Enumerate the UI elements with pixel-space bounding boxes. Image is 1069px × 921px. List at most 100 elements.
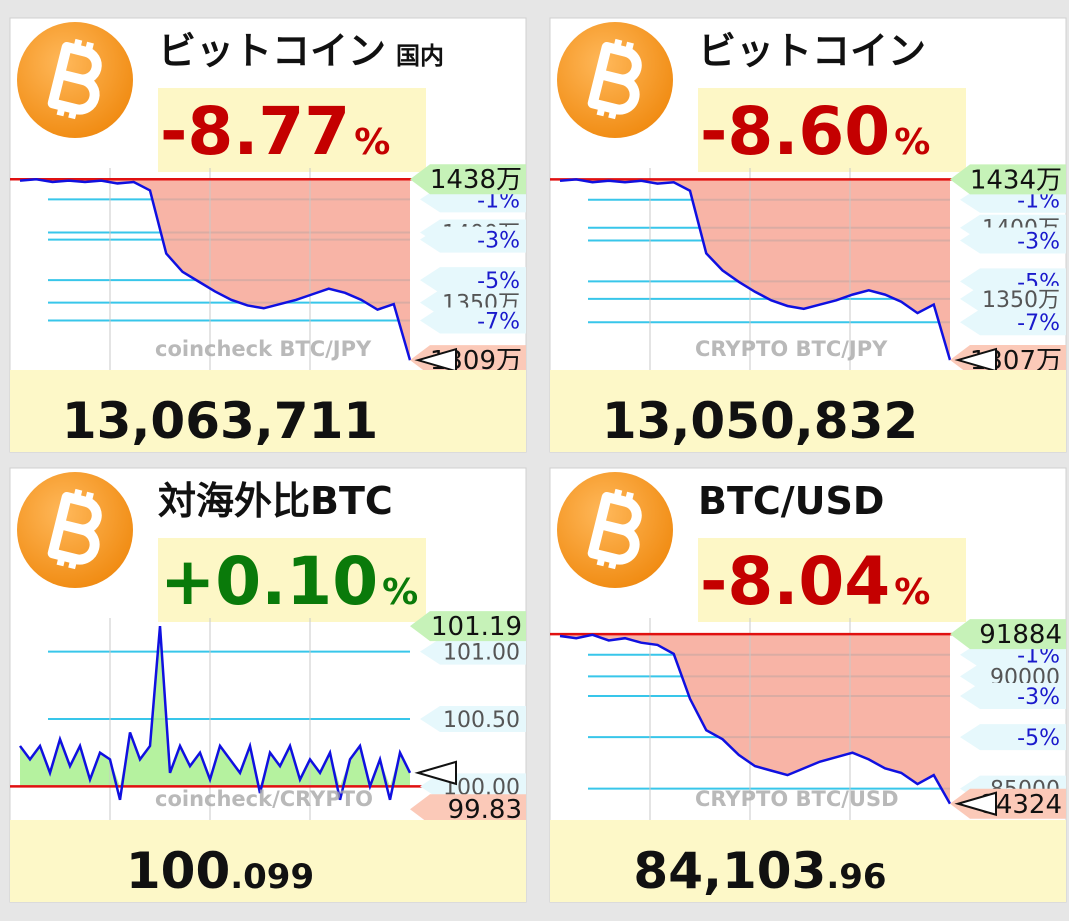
price-main: 13,050,832: [602, 392, 918, 450]
high-label: 1434万: [970, 165, 1062, 195]
watermark: coincheck/CRYPTO: [155, 787, 373, 811]
watermark: coincheck BTC/JPY: [155, 337, 372, 361]
title-main: 対海外比BTC: [158, 479, 393, 523]
low-tag: [410, 345, 526, 376]
high-tag: [950, 619, 1066, 650]
tick-label: 1350万: [982, 288, 1060, 313]
ticker-title: 対海外比BTC: [158, 479, 393, 523]
high-tag: [950, 164, 1066, 195]
change-value: -8.60%: [700, 93, 930, 170]
watermark: CRYPTO BTC/JPY: [695, 337, 888, 361]
watermark: CRYPTO BTC/USD: [695, 787, 899, 811]
current-marker: [414, 347, 457, 373]
price-bar: [10, 370, 526, 452]
change-number: -8.60: [700, 93, 890, 170]
tick-label: -3%: [477, 229, 520, 254]
tick-tag: [420, 638, 526, 665]
tick-label: 101.00: [443, 641, 520, 666]
change-value: -8.04%: [700, 543, 930, 620]
change-unit: %: [354, 122, 390, 163]
coin-b: [587, 42, 642, 115]
tick-tag: [960, 309, 1066, 336]
ticker-title: BTC/USD: [698, 479, 884, 523]
change-box: [158, 538, 426, 622]
change-number: +0.10: [160, 543, 378, 620]
ticker-panel: BTC/USD-8.04 %CRYPTO BTC/USD-1%90000-3%-5…: [549, 467, 1067, 903]
high-label: 91884: [979, 620, 1062, 650]
ticker-title: ビットコイン 国内: [158, 29, 444, 73]
current-marker: [414, 760, 457, 786]
tick-tag: [960, 724, 1066, 751]
price-main: 100: [126, 842, 230, 900]
change-box: [698, 88, 966, 172]
coin-ticks: [56, 38, 94, 120]
tick-tag: [420, 706, 526, 732]
coin-symbol: [47, 488, 102, 570]
tick-label: -3%: [1017, 230, 1060, 255]
price-bar: [550, 820, 1066, 902]
change-number: -8.04: [700, 543, 890, 620]
price-line: [559, 633, 952, 805]
title-main: ビットコイン: [158, 29, 386, 73]
price-line: [18, 625, 412, 801]
price: 13,063,711: [62, 392, 378, 450]
change-unit: %: [894, 122, 930, 163]
price-line: [19, 177, 412, 361]
coin-symbol: [587, 488, 642, 570]
price-line: [559, 178, 952, 361]
tick-tag: [420, 307, 526, 334]
line-area: [20, 179, 410, 361]
price: 13,050,832: [602, 392, 918, 450]
tick-tag: [420, 267, 526, 294]
tick-tag: [420, 226, 526, 253]
change-box: [698, 538, 966, 622]
low-tag: [950, 788, 1066, 819]
price-bar: [10, 820, 526, 902]
price-decimal: .099: [230, 857, 314, 897]
tick-label: 100.50: [443, 708, 520, 733]
high-tag: [410, 611, 526, 642]
high-label: 1438万: [430, 165, 522, 195]
coin-symbol: [47, 38, 102, 120]
line-area: [20, 626, 410, 787]
price-main: 84,103: [633, 842, 826, 900]
low-tag: [950, 345, 1066, 376]
ticker-title: ビットコイン: [698, 29, 926, 73]
change-box: [158, 88, 426, 172]
ticker-panel: ビットコイン-8.60%CRYPTO BTC/JPY-1%1400万-3%-5%…: [549, 17, 1067, 453]
tick-label: -7%: [477, 309, 520, 334]
tick-tag: [960, 682, 1066, 709]
title-main: BTC/USD: [698, 479, 884, 523]
coin-ticks: [596, 488, 634, 570]
current-marker: [954, 791, 997, 817]
tick-label: -3%: [1017, 685, 1060, 710]
tick-label: -5%: [1017, 726, 1060, 751]
change-value: -8.77%: [160, 93, 390, 170]
title-suffix: 国内: [396, 42, 444, 70]
coin-b: [587, 492, 642, 565]
tick-label: -7%: [1017, 311, 1060, 336]
change-value: +0.10%: [160, 543, 418, 620]
coin-symbol: [587, 38, 642, 120]
coin-b: [47, 42, 102, 115]
high-label: 101.19: [431, 612, 522, 642]
change-unit: %: [894, 572, 930, 613]
ticker-panel: 対海外比BTC +0.10 % coincheck/CRYPTO 101.00 100.5…: [9, 467, 527, 903]
price-main: 13,063,711: [62, 392, 378, 450]
title-main: ビットコイン: [698, 29, 926, 73]
tick-tag: [960, 227, 1066, 254]
current-marker: [954, 347, 997, 373]
change-number: -8.77: [160, 93, 350, 170]
price-decimal: .96: [826, 857, 886, 897]
line-area: [560, 634, 950, 804]
change-unit: %: [382, 572, 418, 613]
tick-tag: [960, 285, 1066, 312]
coin-b: [47, 492, 102, 565]
price-bar: [550, 370, 1066, 452]
price: 100.099: [126, 842, 314, 900]
low-tag: [410, 794, 526, 825]
high-tag: [410, 164, 526, 195]
